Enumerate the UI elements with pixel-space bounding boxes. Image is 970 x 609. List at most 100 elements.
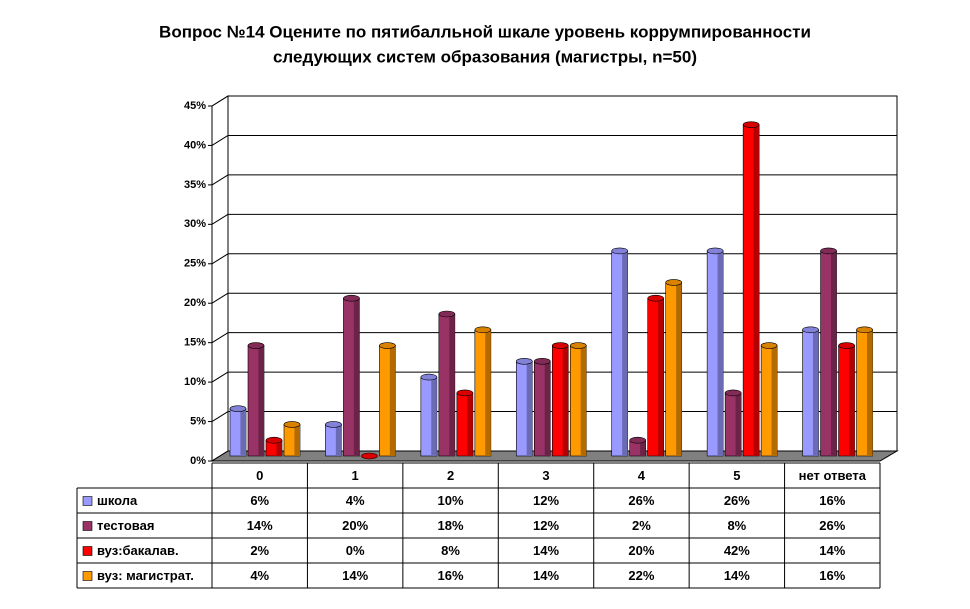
data-label: 8%: [441, 543, 460, 558]
legend-label: тестовая: [97, 518, 154, 533]
bar-top: [420, 373, 438, 381]
legend-label: школа: [97, 493, 138, 508]
y-tick-label: 30%: [184, 218, 206, 230]
bar-shade: [753, 124, 760, 457]
legend-swatch: [82, 571, 93, 581]
data-label: 14%: [533, 568, 559, 583]
bar: [647, 294, 665, 457]
bar: [820, 247, 837, 457]
y-tick-label: 0%: [190, 455, 206, 467]
bar-shade: [449, 314, 455, 456]
bar-shade: [526, 361, 533, 456]
data-label: 0%: [346, 543, 365, 558]
bar-shade: [658, 298, 664, 456]
bar-top: [474, 326, 492, 334]
data-label: 6%: [250, 493, 269, 508]
bar: [629, 436, 647, 457]
bar-top: [265, 436, 283, 444]
grid-line: [211, 95, 229, 107]
data-label: 2%: [632, 518, 651, 533]
data-label: 10%: [438, 493, 464, 508]
side-wall: [211, 95, 229, 462]
y-tick-label: 10%: [184, 376, 206, 388]
data-label: 16%: [819, 568, 845, 583]
bar: [343, 294, 360, 457]
legend-label: вуз: магистрат.: [97, 568, 194, 583]
bar-shade: [294, 424, 300, 456]
bar-shade: [389, 345, 396, 456]
bar-shade: [562, 345, 569, 456]
grid-line: [211, 332, 229, 344]
data-label: 12%: [533, 518, 559, 533]
bar: [760, 342, 778, 457]
data-label: 20%: [628, 543, 654, 558]
chart-title: следующих систем образования (магистры, …: [273, 47, 697, 66]
bar: [706, 247, 724, 457]
x-tick-label: 3: [542, 468, 549, 483]
bar-top: [456, 389, 474, 397]
bar-shade: [848, 345, 855, 456]
bar-shade: [258, 345, 264, 456]
data-label: 26%: [724, 493, 750, 508]
bar-shade: [467, 392, 473, 456]
grid-line: [211, 135, 229, 146]
bar-top: [343, 294, 360, 302]
x-tick-label: нет ответа: [799, 468, 867, 483]
bar: [438, 310, 456, 457]
bar: [420, 373, 438, 457]
bar-top: [820, 247, 837, 255]
y-tick-label: 35%: [184, 179, 206, 191]
x-tick-label: 5: [733, 468, 740, 483]
x-tick-label: 1: [352, 468, 359, 483]
data-label: 2%: [250, 543, 269, 558]
data-label: 22%: [628, 568, 654, 583]
bar-top: [229, 405, 247, 412]
legend-swatch: [82, 546, 93, 556]
bar-top: [551, 342, 569, 349]
bar-top: [283, 421, 301, 428]
bar: [379, 342, 396, 457]
bar-shade: [771, 345, 778, 456]
bar-shade: [830, 250, 837, 456]
bar: [742, 121, 760, 457]
grid-line: [211, 253, 229, 265]
bar: [802, 326, 819, 457]
bar-top: [325, 421, 342, 428]
grid-line: [211, 213, 229, 225]
bar-top: [724, 389, 742, 397]
y-tick-label: 15%: [184, 337, 206, 349]
bar: [474, 326, 492, 457]
grid-line: [211, 174, 229, 186]
bar: [229, 405, 247, 457]
bar-shade: [335, 424, 342, 456]
bar-shade: [622, 250, 628, 456]
bar: [533, 358, 551, 457]
bar: [551, 342, 569, 457]
bar-shade: [866, 329, 873, 456]
bar-top: [438, 310, 456, 318]
bar-top: [665, 279, 683, 286]
legend-swatch: [82, 521, 93, 531]
bar: [856, 326, 873, 457]
data-label: 4%: [250, 568, 269, 583]
bar-top: [706, 247, 724, 255]
bar-shade: [580, 345, 587, 456]
bar-top: [361, 452, 378, 460]
bar-top: [379, 342, 396, 349]
data-label: 14%: [819, 543, 845, 558]
bar: [361, 452, 378, 460]
bar-top: [742, 121, 760, 128]
bar-shade: [485, 329, 491, 456]
bar-top: [838, 342, 855, 349]
data-label: 14%: [342, 568, 368, 583]
grid-line: [211, 371, 229, 383]
bar: [515, 358, 533, 457]
data-label: 16%: [438, 568, 464, 583]
y-tick-label: 20%: [184, 297, 206, 309]
y-tick-label: 40%: [184, 139, 206, 151]
data-label: 18%: [438, 518, 464, 533]
legend-label: вуз:бакалав.: [97, 543, 179, 558]
bar: [724, 389, 742, 457]
